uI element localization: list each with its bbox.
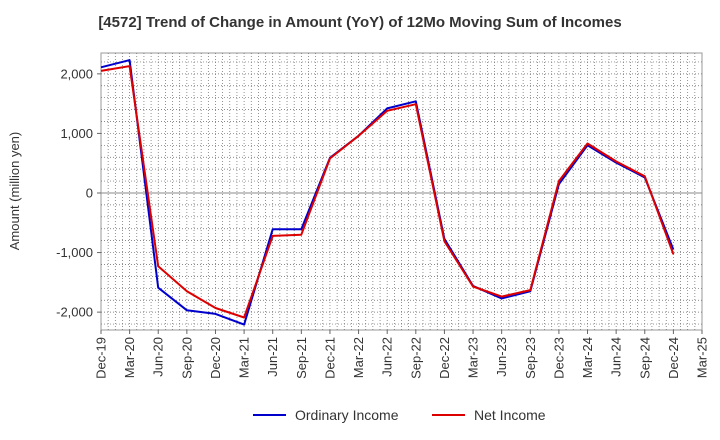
x-tick-label: Dec-21 xyxy=(322,337,337,379)
series-layer xyxy=(100,59,675,326)
x-tick-label: Dec-20 xyxy=(208,337,223,379)
x-tick-label: Dec-23 xyxy=(551,337,566,379)
y-tick-label: -2,000 xyxy=(56,305,93,320)
x-tick-label: Dec-22 xyxy=(437,337,452,379)
series-line-ordinary-income xyxy=(100,59,675,326)
x-axis: Dec-19 Mar-20 Jun-20 Sep-20 Dec-20 Mar-21 Jun-… xyxy=(94,330,710,379)
x-tick-label: Jun-22 xyxy=(380,337,395,377)
x-tick-label: Mar-25 xyxy=(695,337,710,378)
grid-lines xyxy=(101,53,702,330)
x-tick-label: Mar-21 xyxy=(237,337,252,378)
x-tick-label: Jun-21 xyxy=(265,337,280,377)
x-tick-label: Jun-23 xyxy=(494,337,509,377)
x-tick-label: Sep-20 xyxy=(179,337,194,379)
x-tick-label: Sep-22 xyxy=(408,337,423,379)
x-tick-label: Jun-20 xyxy=(151,337,166,377)
y-axis: -2,000 -1,000 0 1,000 2,000 xyxy=(56,66,101,320)
x-tick-label: Dec-19 xyxy=(94,337,109,379)
y-tick-label: 0 xyxy=(86,185,93,200)
series-line-net-income xyxy=(100,65,675,319)
legend-label-ordinary-income: Ordinary Income xyxy=(295,407,399,423)
x-tick-label: Sep-24 xyxy=(637,337,652,379)
legend-label-net-income: Net Income xyxy=(474,407,546,423)
x-tick-label: Dec-24 xyxy=(666,337,681,379)
x-tick-label: Sep-23 xyxy=(523,337,538,379)
y-axis-label: Amount (million yen) xyxy=(7,132,22,251)
x-tick-label: Sep-21 xyxy=(294,337,309,379)
y-tick-label: 1,000 xyxy=(60,126,93,141)
x-tick-label: Mar-22 xyxy=(351,337,366,378)
legend: Ordinary Income Net Income xyxy=(253,407,546,423)
y-tick-label: -1,000 xyxy=(56,245,93,260)
x-tick-label: Mar-24 xyxy=(580,337,595,378)
chart-title: [4572] Trend of Change in Amount (YoY) o… xyxy=(98,14,622,31)
x-tick-label: Mar-20 xyxy=(122,337,137,378)
x-tick-label: Mar-23 xyxy=(466,337,481,378)
x-tick-label: Jun-24 xyxy=(609,337,624,377)
y-tick-label: 2,000 xyxy=(60,66,93,81)
